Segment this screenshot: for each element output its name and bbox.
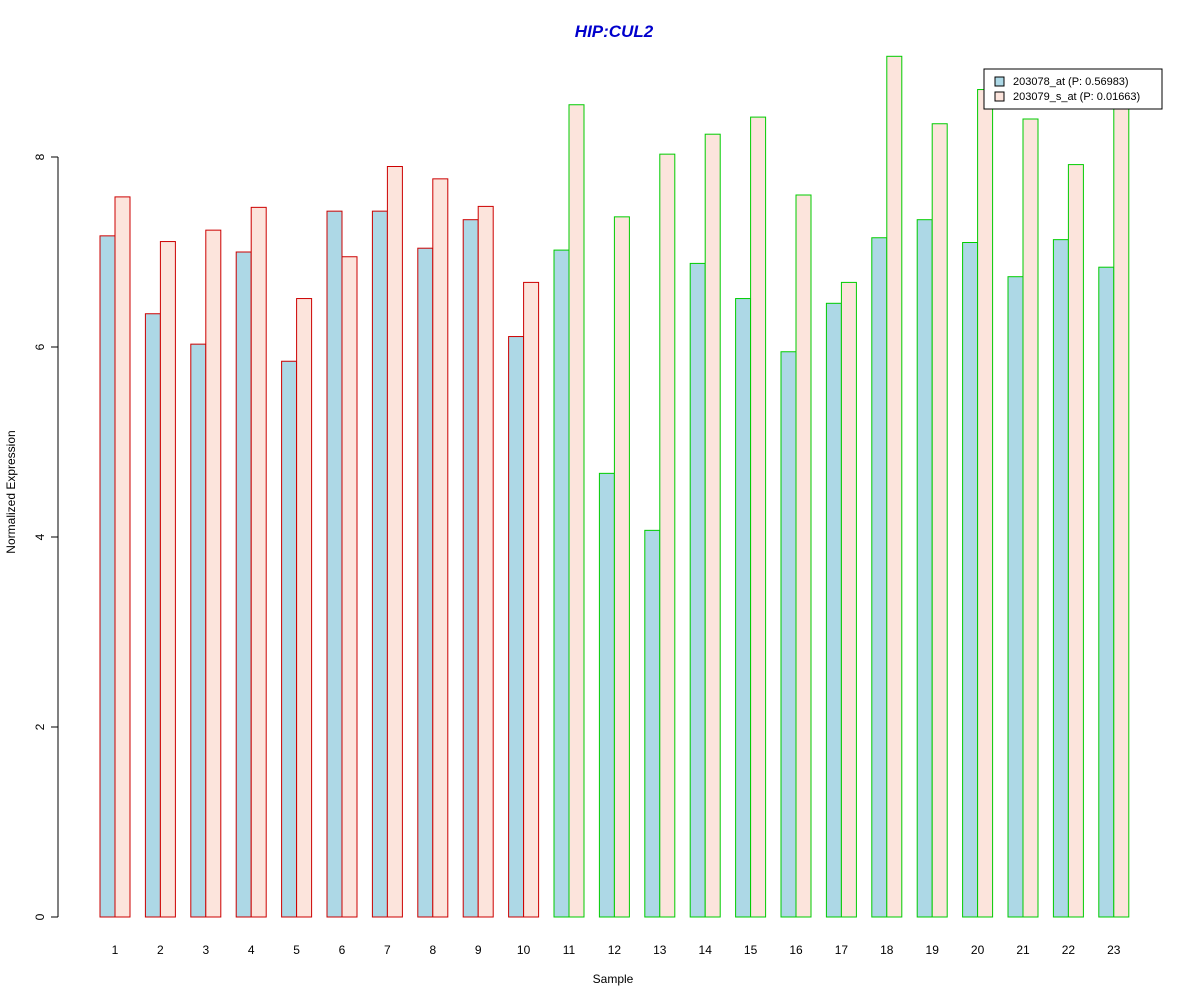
bar-sample-18-series-2 <box>886 55 903 918</box>
bars-group <box>99 55 1130 918</box>
x-tick-label: 8 <box>429 943 436 957</box>
x-tick-label: 18 <box>880 943 894 957</box>
bar-sample-21-series-1 <box>1007 276 1024 918</box>
bar-sample-9-series-2 <box>477 205 494 918</box>
x-axis-title: Sample <box>593 972 634 986</box>
x-tick-label: 17 <box>835 943 849 957</box>
x-tick-label: 3 <box>202 943 209 957</box>
bar-sample-20-series-1 <box>962 242 979 918</box>
x-tick-label: 14 <box>699 943 713 957</box>
bar-sample-14-series-1 <box>689 262 706 918</box>
x-tick-label: 4 <box>248 943 255 957</box>
x-tick-label: 20 <box>971 943 985 957</box>
x-tick-labels: 1 2 3 4 5 6 7 8 9 10 11 12 13 14 15 16 17 18 19 20 21 22 23 <box>112 943 1121 957</box>
bar-sample-15-series-2 <box>750 116 767 918</box>
legend-swatch-series-2 <box>994 91 1005 102</box>
bar-sample-2-series-2 <box>159 241 176 918</box>
x-tick-label: 22 <box>1062 943 1076 957</box>
bar-sample-19-series-2 <box>931 123 948 918</box>
bar-sample-13-series-1 <box>644 529 661 918</box>
x-tick-label: 19 <box>926 943 940 957</box>
bar-sample-18-series-1 <box>871 237 888 918</box>
bar-sample-5-series-2 <box>296 298 313 918</box>
x-tick-label: 16 <box>789 943 803 957</box>
x-tick-label: 9 <box>475 943 482 957</box>
bar-sample-14-series-2 <box>704 133 721 918</box>
bar-sample-2-series-1 <box>144 313 161 918</box>
bar-sample-9-series-1 <box>462 219 479 918</box>
bar-sample-21-series-2 <box>1022 118 1039 918</box>
bar-sample-4-series-2 <box>250 206 267 918</box>
y-axis: 0 2 4 6 8 <box>33 153 59 920</box>
legend-swatch-series-1 <box>994 76 1005 87</box>
bar-sample-6-series-2 <box>341 256 358 918</box>
bar-sample-6-series-1 <box>326 210 343 918</box>
x-tick-label: 5 <box>293 943 300 957</box>
bar-sample-8-series-2 <box>432 178 449 918</box>
bar-sample-10-series-1 <box>508 336 525 918</box>
bar-sample-22-series-1 <box>1052 239 1069 918</box>
legend-box <box>983 68 1163 110</box>
y-tick-label: 0 <box>33 913 47 920</box>
x-tick-label: 12 <box>608 943 622 957</box>
bar-sample-3-series-1 <box>190 343 207 918</box>
legend-label-series-1: 203078_at (P: 0.56983) <box>1013 76 1129 88</box>
bar-sample-11-series-1 <box>553 249 570 918</box>
bar-sample-1-series-1 <box>99 235 116 918</box>
bar-sample-16-series-2 <box>795 194 812 918</box>
bar-sample-8-series-1 <box>417 247 434 918</box>
bar-sample-19-series-1 <box>916 219 933 918</box>
bar-sample-7-series-1 <box>371 210 388 918</box>
x-tick-label: 2 <box>157 943 164 957</box>
bar-sample-23-series-1 <box>1098 266 1115 918</box>
y-tick-label: 8 <box>33 153 47 160</box>
x-tick-label: 1 <box>112 943 119 957</box>
bar-sample-15-series-1 <box>735 298 752 918</box>
x-tick-label: 10 <box>517 943 531 957</box>
bar-sample-17-series-1 <box>825 302 842 918</box>
bar-sample-23-series-2 <box>1113 99 1130 918</box>
bar-sample-7-series-2 <box>386 166 403 918</box>
x-tick-label: 13 <box>653 943 667 957</box>
legend: 203078_at (P: 0.56983) 203079_s_at (P: 0… <box>983 68 1163 110</box>
bar-sample-16-series-1 <box>780 351 797 918</box>
x-tick-label: 11 <box>563 943 576 957</box>
bar-sample-22-series-2 <box>1067 164 1084 918</box>
legend-label-series-2: 203079_s_at (P: 0.01663) <box>1013 91 1140 103</box>
bar-sample-12-series-2 <box>613 216 630 918</box>
bar-sample-20-series-2 <box>977 89 994 918</box>
bar-sample-4-series-1 <box>235 251 252 918</box>
bar-sample-1-series-2 <box>114 196 131 918</box>
bar-sample-3-series-2 <box>205 229 222 918</box>
bar-sample-13-series-2 <box>659 153 676 918</box>
x-tick-label: 7 <box>384 943 391 957</box>
bar-sample-5-series-1 <box>281 360 298 918</box>
y-tick-label: 4 <box>33 533 47 540</box>
x-tick-label: 6 <box>339 943 346 957</box>
bar-sample-11-series-2 <box>568 104 585 918</box>
bar-sample-12-series-1 <box>598 472 615 918</box>
x-tick-label: 15 <box>744 943 758 957</box>
y-tick-label: 6 <box>33 343 47 350</box>
x-tick-label: 21 <box>1016 943 1030 957</box>
bar-sample-10-series-2 <box>523 281 540 918</box>
chart-title: HIP:CUL2 <box>575 22 654 41</box>
y-tick-label: 2 <box>33 723 47 730</box>
bar-sample-17-series-2 <box>840 281 857 918</box>
y-axis-title: Normalized Expression <box>4 430 18 553</box>
x-tick-label: 23 <box>1107 943 1121 957</box>
